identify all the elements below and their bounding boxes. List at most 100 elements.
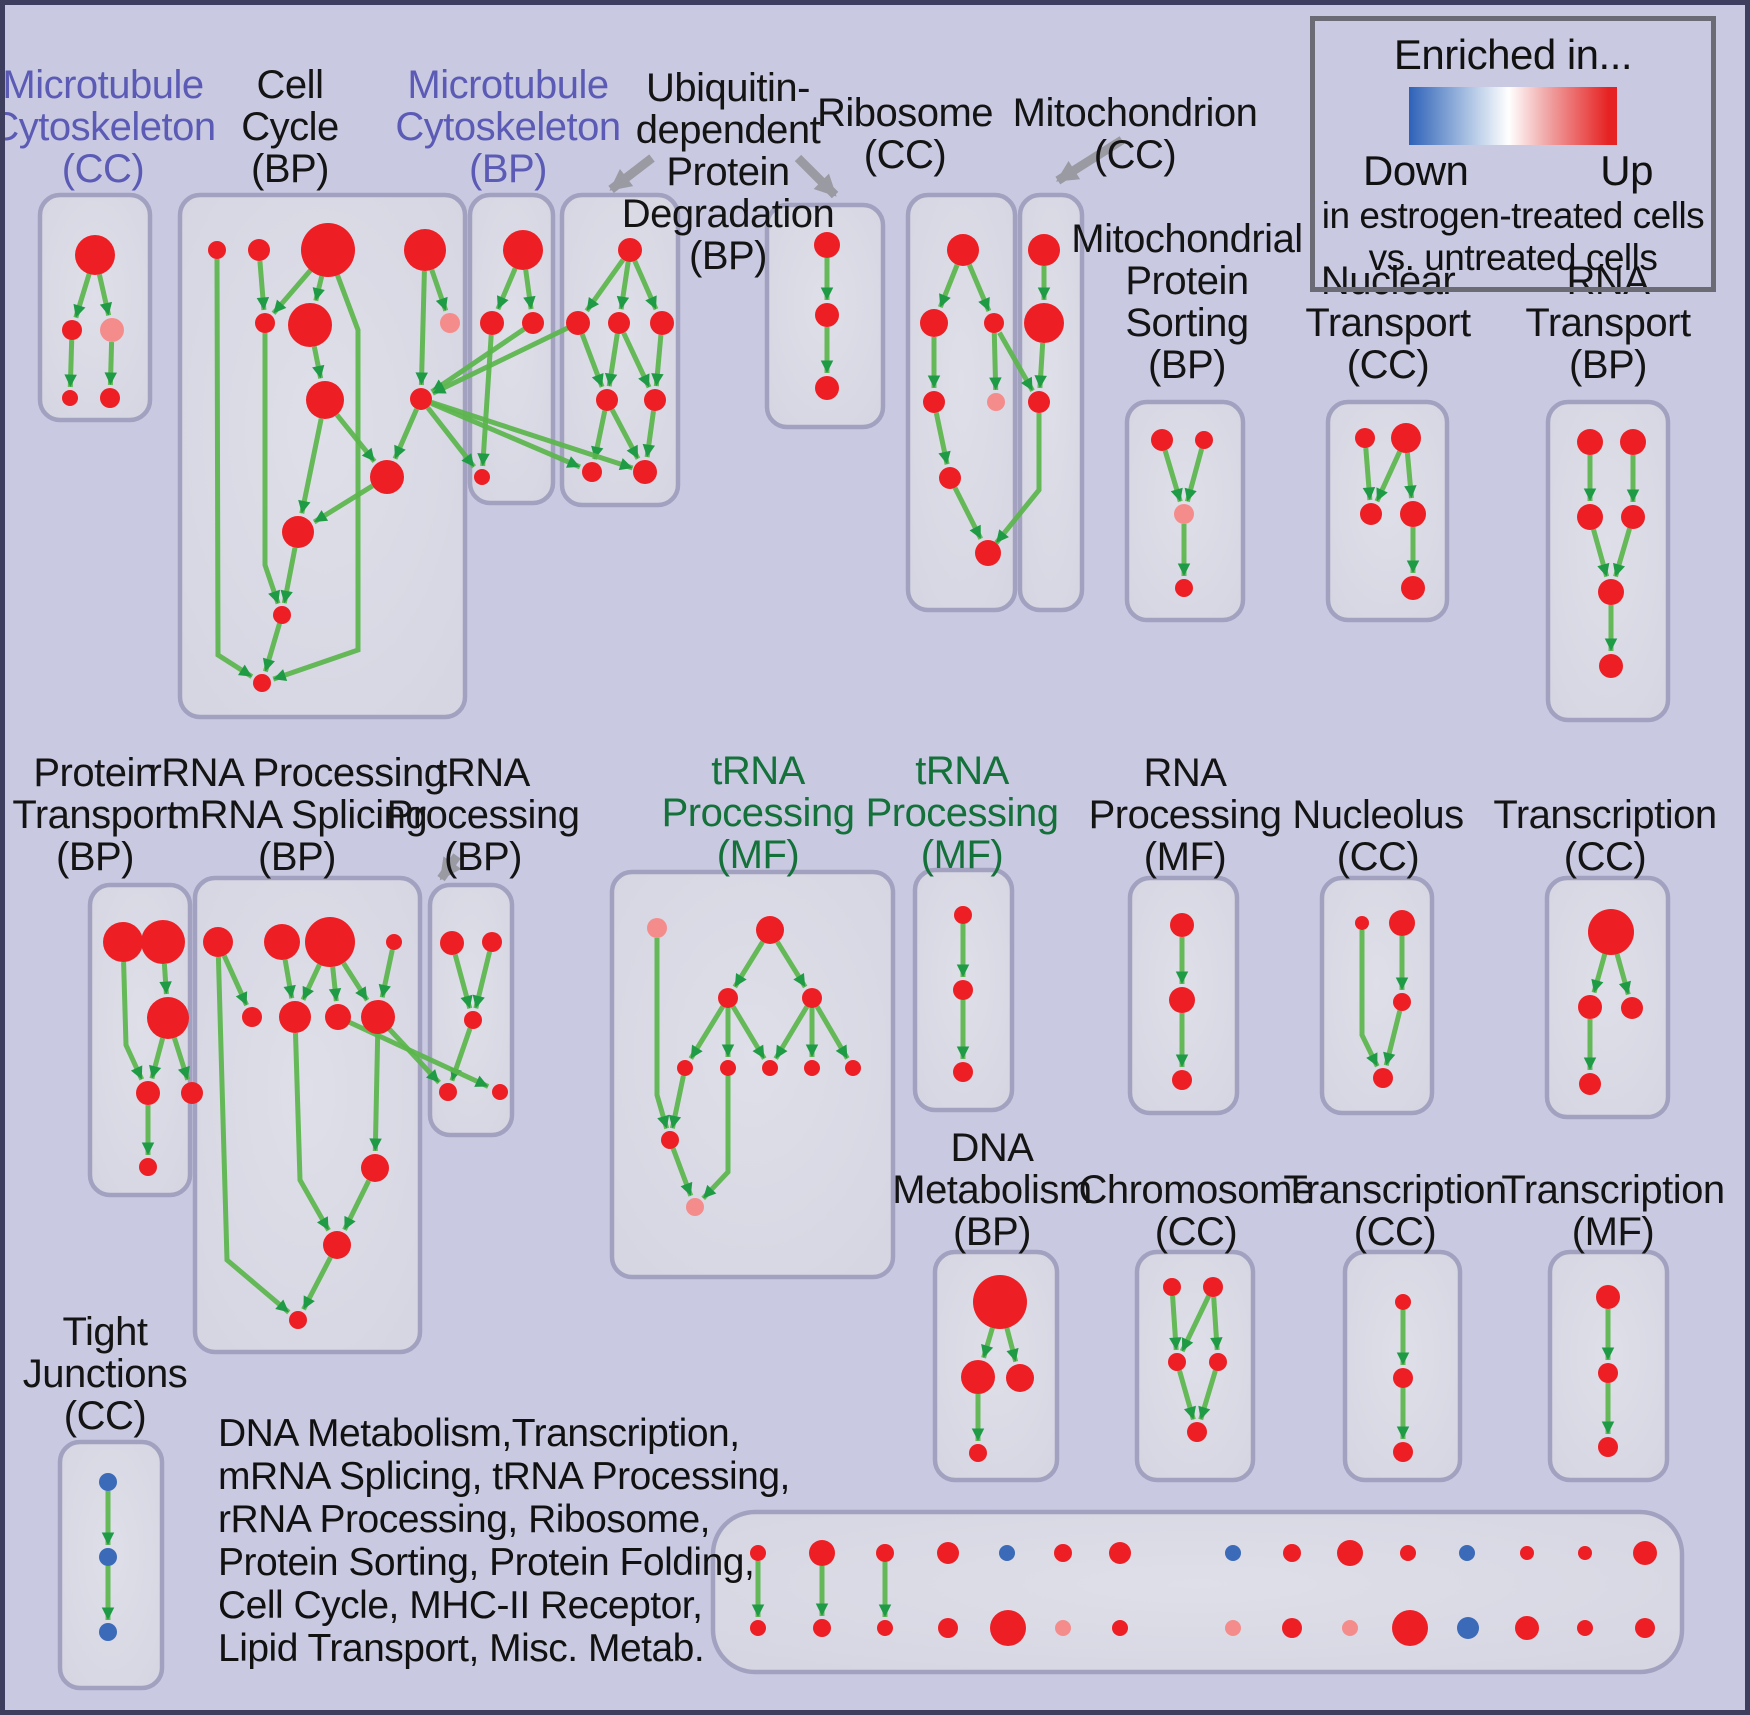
edge (271, 268, 313, 315)
edge (311, 346, 325, 379)
legend: Enriched in... Down Up in estrogen-treat… (1310, 16, 1716, 292)
cluster-label-line: (MF) (1143, 835, 1227, 879)
gene-set-node (410, 388, 432, 410)
cluster-label-transcription-cc-row2: Transcription (CC) (1493, 794, 1717, 878)
cluster-box-transcription-cc-row3 (1342, 1249, 1463, 1483)
cluster-label-line: RNA (1143, 751, 1227, 795)
gene-set-node (677, 1060, 693, 1076)
edge (429, 269, 449, 312)
edge (215, 956, 291, 1315)
cluster-label-protein-transport-bp: Protein Transport (BP) (12, 751, 178, 878)
cluster-label-line: Ribosome (816, 91, 994, 135)
cluster-label-line: (CC) (1093, 133, 1177, 177)
cluster-label-line: Sorting (1125, 301, 1249, 345)
gene-set-node (103, 922, 143, 962)
gene-set-node (1588, 909, 1634, 955)
gene-set-node (762, 1060, 778, 1076)
merged-categories-line: mRNA Splicing, tRNA Processing, (218, 1455, 790, 1498)
edge (301, 1256, 333, 1311)
edge (632, 259, 659, 311)
gene-set-node (750, 1545, 766, 1561)
gene-set-node (1168, 1353, 1186, 1371)
legend-condition-line2: vs. untreated cells (1368, 237, 1658, 278)
gene-set-node (953, 1062, 973, 1082)
gene-set-node (62, 320, 82, 340)
edge (1404, 452, 1417, 499)
cluster-label-line: Microtubule (407, 63, 609, 107)
merged-categories-text: DNA Metabolism,Transcription, mRNA Splici… (218, 1412, 790, 1670)
edge (1162, 449, 1183, 503)
cluster-label-line: (CC) (1154, 1210, 1238, 1254)
gene-set-node (1577, 1620, 1593, 1636)
gene-set-node (876, 1544, 894, 1562)
gene-set-node (644, 389, 666, 411)
gene-set-node (1401, 576, 1425, 600)
edge (221, 954, 249, 1007)
cluster-label-line: DNA (950, 1126, 1034, 1170)
edge (495, 267, 518, 311)
gene-set-node (1393, 993, 1411, 1011)
edge (214, 258, 254, 679)
gene-set-node (1169, 987, 1195, 1013)
edge (604, 333, 620, 387)
cluster-label-line: (MF) (716, 833, 800, 877)
edge (591, 410, 608, 460)
edge (1359, 930, 1380, 1068)
edge (981, 1327, 995, 1359)
cluster-label-line: Protein (33, 751, 157, 795)
gene-set-node (1055, 1620, 1071, 1636)
gene-set-node (1579, 1073, 1601, 1095)
gene-set-node (1599, 654, 1623, 678)
gene-set-node (1209, 1353, 1227, 1371)
gene-set-node (62, 390, 78, 406)
gene-set-node (439, 1083, 457, 1101)
edge-cellcycle-hub-to-ubiquitin-bottom-right (430, 400, 634, 471)
gene-set-node (750, 1620, 766, 1636)
edge (989, 332, 1002, 391)
cluster-box-miscellaneous-terms (710, 1509, 1685, 1675)
cluster-label-transcription-mf: Transcription (MF) (1501, 1169, 1725, 1253)
edge (1383, 1010, 1403, 1067)
gene-set-node (361, 1154, 389, 1182)
edge (1177, 1370, 1196, 1421)
gene-set-node (1225, 1620, 1241, 1636)
gene-set-node (999, 1545, 1015, 1561)
gene-set-node (984, 313, 1004, 333)
gene-set-node (1355, 916, 1369, 930)
edge (732, 940, 765, 989)
gene-set-node (1054, 1544, 1072, 1562)
gene-set-node (1400, 501, 1426, 527)
gene-set-node (633, 460, 657, 484)
gene-set-node (404, 229, 446, 271)
cluster-label-transcription-cc-row3: Transcription (CC) (1283, 1169, 1507, 1253)
cluster-label-microtubule-cytoskeleton-cc: Microtubule Cytoskeleton (CC) (5, 64, 216, 190)
edge (579, 333, 605, 388)
cluster-label-trna-processing-mf-small: tRNA Processing (MF) (866, 750, 1059, 876)
cluster-label-line: RNA (1566, 259, 1650, 303)
cluster-box-chromosome-cc (1134, 1249, 1256, 1483)
edge (282, 959, 296, 999)
gene-set-node (1203, 1277, 1223, 1297)
edge (654, 938, 670, 1130)
cluster-label-line: (BP) (1147, 343, 1227, 387)
cluster-label-cell-cycle-bp: Cell Cycle (BP) (241, 64, 339, 190)
gene-set-node (1578, 1546, 1592, 1560)
cluster-label-trna-processing-mf-large: tRNA Processing (MF) (662, 750, 855, 876)
gene-set-node (1395, 1294, 1411, 1310)
cluster-label-line: Transport (12, 793, 178, 837)
cluster-label-tight-junctions-cc: Tight Junctions (CC) (23, 1310, 188, 1437)
cluster-label-line: Protein (1125, 259, 1249, 303)
gene-set-node (814, 232, 840, 258)
gene-set-node (973, 1275, 1027, 1329)
gene-set-node (1459, 1545, 1475, 1561)
gene-set-node (953, 980, 973, 1000)
cluster-label-line: (BP) (444, 835, 522, 879)
gene-set-node (969, 1444, 987, 1462)
edge (775, 940, 808, 989)
gene-set-node (279, 1001, 311, 1033)
gene-set-node (1195, 431, 1213, 449)
cluster-box-microtubule-cytoskeleton-bp (467, 192, 556, 506)
cluster-label-line: Tight (62, 1310, 148, 1354)
gene-set-node (954, 906, 972, 924)
